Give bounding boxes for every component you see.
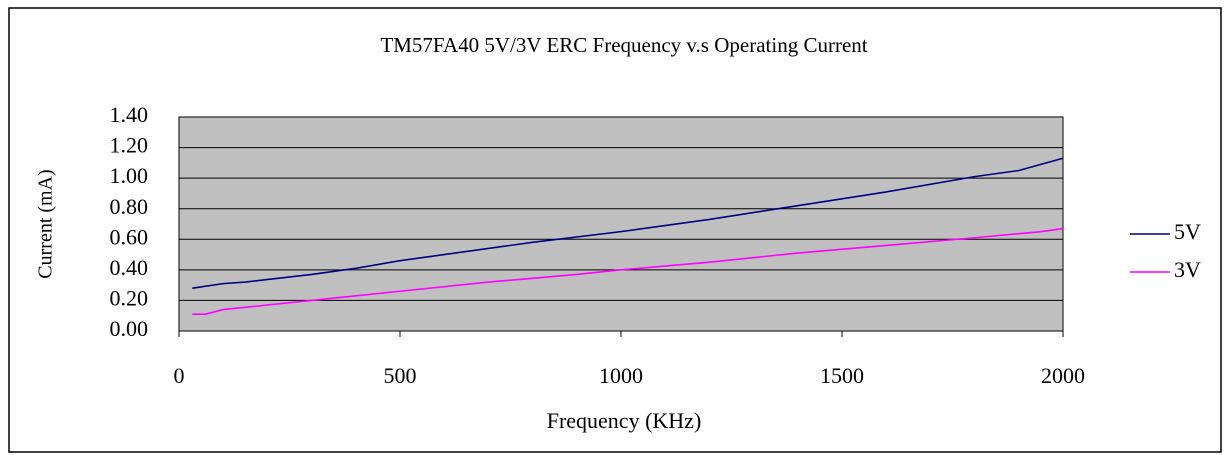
y-axis-label: Current (mA) (35, 169, 57, 278)
x-tick-label: 2000 (1041, 363, 1085, 388)
legend-label: 3V (1174, 257, 1201, 282)
y-tick-label: 0.40 (110, 255, 149, 280)
legend-label: 5V (1174, 219, 1201, 244)
y-tick-label: 1.00 (110, 163, 149, 188)
x-tick-label: 500 (384, 363, 417, 388)
y-tick-label: 0.20 (110, 285, 149, 310)
y-tick-label: 0.00 (110, 316, 149, 341)
series-line (192, 227, 1064, 315)
y-tick-label: 0.60 (110, 224, 149, 249)
plot-area (178, 116, 1064, 332)
series-line (192, 157, 1064, 289)
x-tick-label: 1500 (820, 363, 864, 388)
x-tick-label: 0 (174, 363, 185, 388)
x-tick-label: 1000 (599, 363, 643, 388)
chart-title: TM57FA40 5V/3V ERC Frequency v.s Operati… (380, 33, 867, 57)
y-tick-label: 1.40 (110, 102, 149, 127)
x-axis-label: Frequency (KHz) (547, 408, 702, 433)
y-tick-label: 0.80 (110, 194, 149, 219)
y-tick-label: 1.20 (110, 133, 149, 158)
